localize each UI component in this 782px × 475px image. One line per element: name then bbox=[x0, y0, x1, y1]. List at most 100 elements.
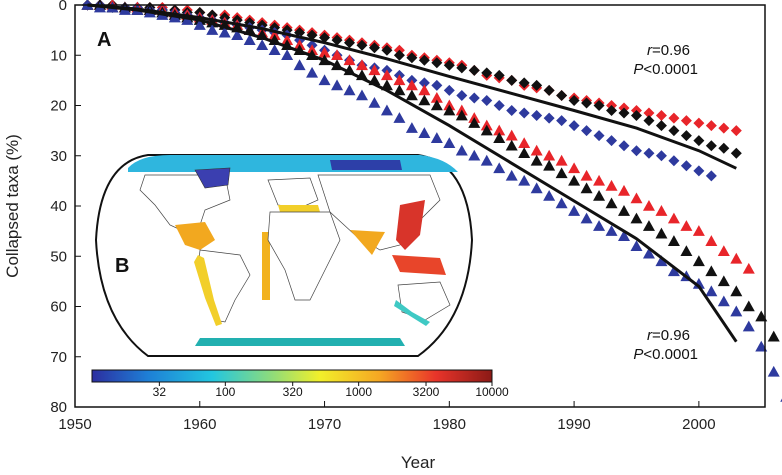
data-point bbox=[556, 115, 568, 127]
data-point bbox=[668, 155, 680, 167]
australia-coast-zone bbox=[394, 300, 430, 326]
y-tick-label: 70 bbox=[50, 349, 67, 366]
data-point bbox=[568, 120, 580, 132]
central-america-zone bbox=[175, 222, 215, 250]
data-point bbox=[730, 305, 743, 317]
fit-line bbox=[87, 3, 738, 343]
data-point bbox=[531, 110, 543, 122]
data-point bbox=[368, 42, 380, 54]
data-point bbox=[356, 39, 368, 51]
data-point bbox=[730, 125, 742, 137]
colorbar-tick-label: 320 bbox=[283, 385, 303, 399]
data-point bbox=[668, 125, 680, 137]
africa-land bbox=[267, 211, 341, 301]
y-tick-label: 50 bbox=[50, 248, 67, 265]
y-tick-label: 20 bbox=[50, 98, 67, 115]
data-point bbox=[730, 285, 743, 297]
arctic-blue-zone bbox=[330, 160, 402, 170]
data-point bbox=[293, 59, 306, 71]
data-point bbox=[718, 122, 730, 134]
data-point bbox=[568, 162, 581, 174]
data-point bbox=[481, 67, 493, 79]
data-point bbox=[406, 52, 418, 64]
data-point bbox=[555, 197, 568, 209]
data-point bbox=[393, 74, 406, 86]
x-axis-ticks: 1950 1960 1970 1980 1990 2000 bbox=[58, 401, 716, 433]
data-point bbox=[405, 79, 418, 91]
stat-top-r-value: =0.96 bbox=[652, 42, 690, 59]
data-point bbox=[693, 165, 705, 177]
data-point bbox=[468, 149, 481, 161]
data-point bbox=[518, 77, 530, 89]
y-tick-label: 30 bbox=[50, 148, 67, 165]
data-point bbox=[630, 192, 643, 204]
data-point bbox=[655, 205, 668, 216]
data-point bbox=[580, 182, 593, 194]
data-point bbox=[368, 64, 381, 76]
data-point bbox=[231, 29, 244, 40]
data-point bbox=[643, 147, 655, 159]
mediterranean-zone bbox=[278, 205, 320, 212]
y-tick-label: 10 bbox=[50, 47, 67, 64]
data-point bbox=[193, 19, 206, 30]
data-point bbox=[705, 120, 717, 132]
data-point bbox=[443, 137, 456, 148]
data-point bbox=[468, 64, 480, 76]
data-point bbox=[468, 92, 480, 104]
x-tick-label: 2000 bbox=[682, 416, 715, 433]
data-point bbox=[418, 94, 431, 106]
data-point bbox=[543, 84, 555, 96]
data-point bbox=[256, 39, 269, 50]
data-point bbox=[605, 179, 618, 191]
data-point bbox=[531, 79, 543, 91]
data-point bbox=[344, 37, 356, 49]
data-point bbox=[555, 154, 568, 166]
data-point bbox=[692, 255, 705, 267]
stat-bottom-r-symbol: r bbox=[647, 327, 653, 344]
data-point bbox=[581, 125, 593, 137]
data-point bbox=[618, 140, 630, 152]
data-point bbox=[518, 107, 530, 119]
data-point bbox=[680, 160, 692, 172]
x-tick-label: 1960 bbox=[183, 416, 216, 433]
data-point bbox=[393, 49, 405, 61]
data-point bbox=[493, 69, 505, 81]
data-point bbox=[418, 54, 430, 66]
data-point bbox=[568, 94, 580, 106]
data-point bbox=[506, 105, 518, 117]
data-point bbox=[455, 109, 468, 121]
colorbar-tick-label: 1000 bbox=[345, 385, 372, 399]
data-point bbox=[518, 137, 531, 148]
data-point bbox=[543, 112, 555, 124]
data-point bbox=[306, 66, 319, 78]
data-point bbox=[742, 320, 755, 332]
south-america-coast-zone bbox=[194, 255, 222, 326]
data-point bbox=[693, 117, 705, 129]
data-point bbox=[655, 120, 667, 132]
data-point bbox=[568, 174, 581, 186]
colorbar-ticks: 32 100 320 1000 3200 10000 bbox=[153, 382, 509, 399]
svg-text:P<0.0001: P<0.0001 bbox=[633, 346, 698, 363]
greenland-land bbox=[194, 167, 231, 189]
data-point bbox=[530, 182, 543, 194]
colorbar-gradient bbox=[91, 369, 493, 383]
data-point bbox=[493, 124, 506, 136]
data-point bbox=[331, 34, 343, 46]
data-point bbox=[555, 167, 568, 179]
data-point bbox=[605, 225, 618, 236]
data-point bbox=[281, 49, 294, 61]
data-point bbox=[493, 132, 506, 143]
panel-label-b: B bbox=[115, 255, 129, 277]
y-tick-label: 0 bbox=[59, 0, 67, 14]
x-tick-label: 1990 bbox=[557, 416, 590, 433]
data-point bbox=[618, 107, 630, 119]
data-point bbox=[655, 110, 667, 122]
data-point bbox=[431, 79, 443, 91]
indonesia-zone bbox=[392, 255, 446, 275]
data-point bbox=[518, 174, 531, 186]
stat-top-r-symbol: r bbox=[647, 42, 653, 59]
data-point bbox=[593, 174, 606, 186]
data-point bbox=[668, 112, 680, 124]
data-point bbox=[643, 107, 655, 119]
europe-land bbox=[267, 177, 319, 209]
